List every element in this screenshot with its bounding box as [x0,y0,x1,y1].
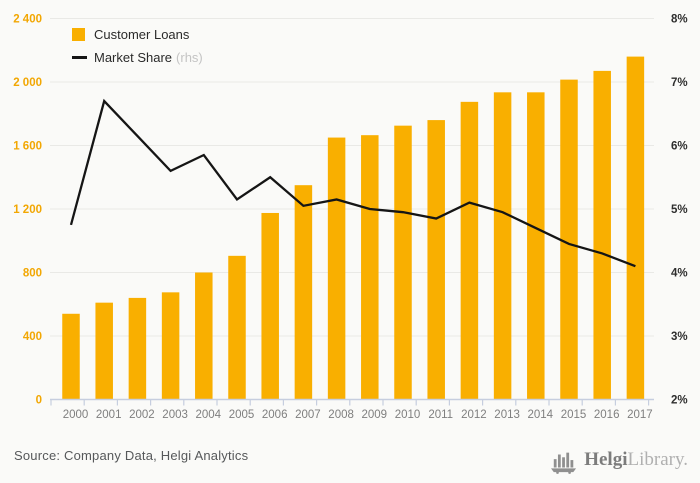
bar-2002 [128,297,147,400]
logo-text: HelgiLibrary. [584,448,688,472]
market-share-line [69,98,636,268]
x-axis-label-2001: 2001 [96,409,122,421]
x-axis-label-2003: 2003 [162,409,188,421]
bar-2012 [460,101,479,400]
bar-swatch-icon [72,28,85,41]
right-axis-label: 6% [671,141,688,153]
bar-2000 [62,313,80,400]
bar-2010 [394,125,412,400]
left-axis-label: 0 [36,395,42,407]
x-axis-label-2002: 2002 [129,409,155,421]
source-text: Source: Company Data, Helgi Analytics [14,448,249,463]
right-axis-label: 4% [671,268,688,280]
x-axis-label-2012: 2012 [461,409,487,421]
line-swatch-icon [72,56,87,59]
bar-2005 [228,255,246,400]
bar-2017 [626,56,645,400]
bar-2016 [593,70,611,400]
footer: Source: Company Data, Helgi Analytics He… [0,430,700,483]
bar-2006 [261,212,279,400]
x-axis-label-2008: 2008 [328,409,354,421]
helgi-library-logo: HelgiLibrary. [549,445,688,474]
bar-2011 [427,120,445,400]
bar-2014 [527,92,545,400]
legend-item-customer-loans: Customer Loans [72,27,203,42]
chart: 0 400 800 1 200 1 600 2 000 2 400 2% 3% 4% 5% 6% 7% 8… [13,14,688,422]
x-axis-label-2000: 2000 [63,409,89,421]
x-axis-label-2007: 2007 [295,409,321,421]
chart-canvas: 0 400 800 1 200 1 600 2 000 2 400 2% 3% 4% 5% 6% 7% 8… [13,14,688,422]
legend-label-customer-loans: Customer Loans [94,27,190,42]
x-axis-label-2016: 2016 [594,409,620,421]
bar-2008 [327,137,346,400]
x-axis-label-2015: 2015 [561,409,587,421]
legend-item-market-share: Market Share (rhs) [72,50,203,65]
x-axis-label-2013: 2013 [494,409,520,421]
bar-2003 [161,292,180,400]
right-axis-label: 3% [671,331,688,343]
left-axis-label: 1 200 [13,204,42,216]
legend-label-market-share: Market Share [94,50,173,65]
helgi-library-logo-icon [551,452,577,474]
x-axis-label-2006: 2006 [262,409,288,421]
bar-2001 [95,302,113,400]
chart-legend: Customer Loans Market Share (rhs) [72,27,203,65]
left-axis-label: 400 [23,331,42,343]
x-axis-label-2014: 2014 [528,409,554,421]
legend-rhs-suffix: (rhs) [176,50,203,65]
logo-text-library: Library. [627,448,689,470]
left-axis-label: 2 000 [13,77,42,89]
bar-2007 [294,185,313,400]
left-axis-label: 800 [23,268,42,280]
right-axis-label: 7% [671,77,688,89]
right-axis-label: 8% [671,14,688,26]
x-axis-label-2009: 2009 [362,409,388,421]
right-axis-label: 5% [671,204,688,216]
right-axis-label: 2% [671,395,688,407]
logo-text-helgi: Helgi [584,448,628,470]
left-axis-label: 1 600 [13,141,42,153]
x-axis-label-2011: 2011 [428,409,453,421]
bar-2009 [361,135,379,400]
bar-2013 [493,92,512,400]
x-axis-label-2004: 2004 [196,409,222,421]
bar-2004 [195,272,213,400]
x-axis-label-2005: 2005 [229,409,255,421]
x-axis-label-2017: 2017 [627,409,653,421]
bar-2015 [560,79,578,400]
left-axis-label: 2 400 [13,14,42,26]
x-axis-label-2010: 2010 [395,409,421,421]
